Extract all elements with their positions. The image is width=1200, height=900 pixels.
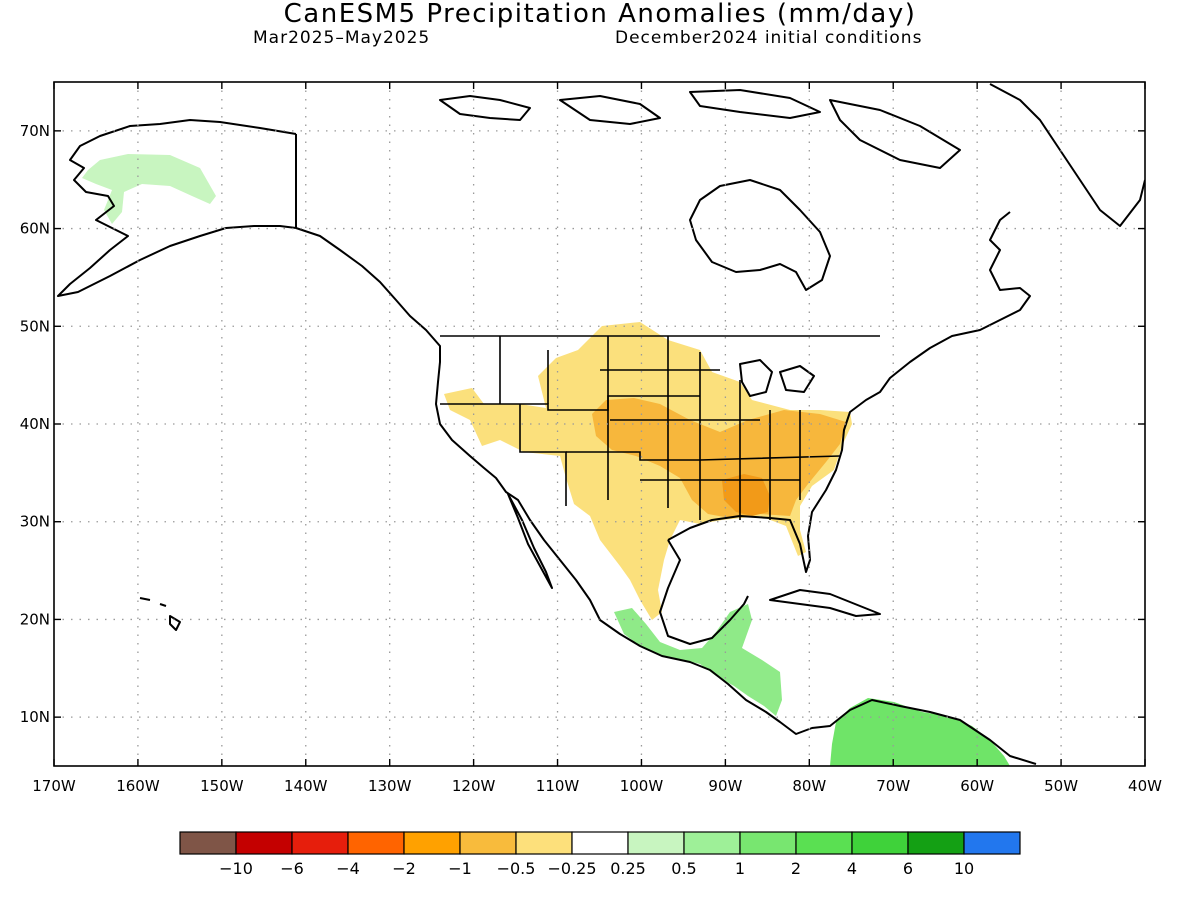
initial-conditions: December2024 initial conditions (615, 28, 923, 48)
colorbar-swatch (795, 831, 853, 855)
colorbar-swatch (235, 831, 293, 855)
colorbar-swatch (739, 831, 797, 855)
lon-tick-label: 150W (200, 777, 244, 795)
colorbar-swatch (515, 831, 573, 855)
colorbar-label: −0.25 (547, 859, 596, 878)
lat-tick-label: 20N (20, 610, 50, 628)
colorbar-swatch (459, 831, 517, 855)
lat-tick-label: 10N (20, 708, 50, 726)
lon-tick-label: 160W (116, 777, 160, 795)
lat-tick-label: 50N (20, 317, 50, 335)
lon-tick-label: 80W (792, 777, 826, 795)
colorbar-label: −1 (448, 859, 472, 878)
colorbar-label: 4 (847, 859, 857, 878)
lon-tick-label: 130W (368, 777, 412, 795)
forecast-period: Mar2025–May2025 (253, 28, 431, 48)
colorbar-swatch (179, 831, 237, 855)
southeast-us-dry-peak-region (722, 474, 770, 516)
colorbar-label: 6 (903, 859, 913, 878)
colorbar-label: 10 (954, 859, 974, 878)
colorbar-label: 2 (791, 859, 801, 878)
lon-tick-label: 50W (1044, 777, 1078, 795)
us-state-borders (440, 335, 880, 520)
central-america-wet-region (614, 604, 782, 716)
lon-tick-label: 90W (708, 777, 742, 795)
colorbar-swatch (627, 831, 685, 855)
colorbar-swatch (963, 831, 1021, 855)
colorbar-swatch (571, 831, 629, 855)
lon-tick-label: 60W (960, 777, 994, 795)
lat-tick-label: 30N (20, 513, 50, 531)
central-us-dry-core-region (592, 398, 846, 518)
lat-lon-grid (54, 82, 1145, 766)
colorbar-swatch (347, 831, 405, 855)
colorbar-label: −6 (280, 859, 304, 878)
lon-tick-label: 70W (876, 777, 910, 795)
colorbar-label: 0.25 (610, 859, 646, 878)
lon-tick-label: 100W (620, 777, 664, 795)
northern-south-america-wet-region (830, 698, 1010, 766)
map-frame (53, 81, 1146, 767)
alaska-wet-region (82, 154, 216, 224)
lat-tick-label: 40N (20, 415, 50, 433)
colorbar-swatch (907, 831, 965, 855)
colorbar-label: −0.5 (497, 859, 536, 878)
lon-tick-label: 120W (452, 777, 496, 795)
central-us-dry-region (444, 322, 852, 620)
colorbar-swatch (291, 831, 349, 855)
colorbar-swatch (851, 831, 909, 855)
map-title: CanESM5 Precipitation Anomalies (mm/day) (283, 0, 917, 29)
axis-ticks: 70N 60N 50N 40N 30N 20N 10N 170W 160W 150W 140W 130… (20, 82, 1162, 795)
colorbar-swatch (403, 831, 461, 855)
anomaly-shading (82, 154, 1010, 766)
lat-tick-label: 60N (20, 220, 50, 238)
lon-tick-label: 40W (1128, 777, 1162, 795)
lon-tick-label: 110W (536, 777, 580, 795)
lon-tick-label: 140W (284, 777, 328, 795)
colorbar-label: −2 (392, 859, 416, 878)
lon-tick-label: 170W (32, 777, 76, 795)
colorbar-label: 0.5 (671, 859, 696, 878)
colorbar-label: 1 (735, 859, 745, 878)
colorbar: −10 −6 −4 −2 −1 −0.5 −0.25 0.25 0.5 1 2 4 6 10 (179, 831, 1021, 878)
lat-tick-label: 70N (20, 122, 50, 140)
coastlines (57, 83, 1145, 765)
colorbar-label: −10 (219, 859, 253, 878)
colorbar-swatch (683, 831, 741, 855)
colorbar-label: −4 (336, 859, 360, 878)
